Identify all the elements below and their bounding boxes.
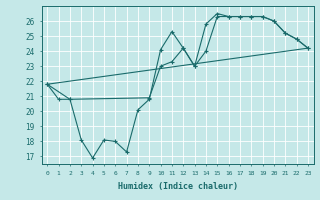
X-axis label: Humidex (Indice chaleur): Humidex (Indice chaleur) [118, 182, 237, 191]
